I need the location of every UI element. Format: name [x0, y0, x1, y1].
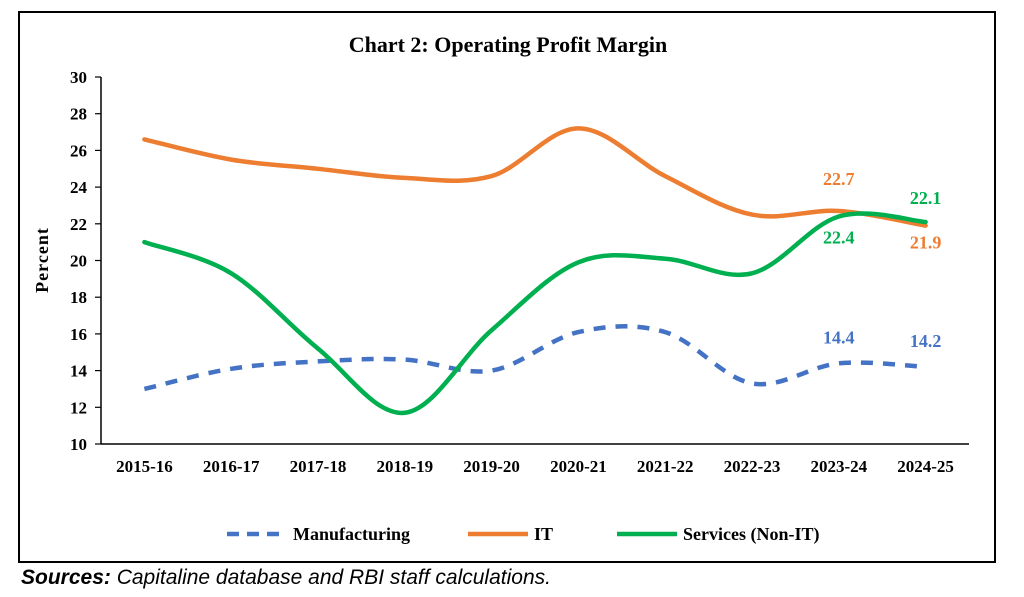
x-tick-label: 2021-22 — [637, 457, 694, 476]
chart-title: Chart 2: Operating Profit Margin — [349, 32, 668, 57]
x-tick-label: 2024-25 — [897, 457, 954, 476]
series-line-it — [142, 126, 928, 228]
series-lines — [142, 126, 928, 416]
x-tick-label: 2018-19 — [376, 457, 433, 476]
x-axis-ticks: 2015-16 2016-17 2017-18 2018-19 2019-20 2020-… — [116, 457, 954, 476]
y-tick-label: 14 — [70, 362, 88, 381]
chart-frame — [18, 11, 996, 563]
y-tick-label: 22 — [70, 215, 87, 234]
y-axis-label: Percent — [32, 227, 52, 293]
y-tick-label: 26 — [70, 141, 87, 160]
y-tick-label: 24 — [70, 178, 88, 197]
y-tick-label: 20 — [70, 252, 87, 271]
y-axis-ticks: 10 12 14 16 18 20 22 24 26 28 30 — [70, 68, 101, 454]
x-tick-label: 2015-16 — [116, 457, 173, 476]
series-line-manufacturing — [143, 324, 926, 392]
data-label-services-non-it: 22.4 — [823, 227, 855, 247]
series-line-services-non-it — [142, 211, 928, 416]
x-tick-label: 2023-24 — [810, 457, 867, 476]
sources-text: Capitaline database and RBI staff calcul… — [110, 566, 551, 589]
legend-label-services-non-it: Services (Non-IT) — [683, 524, 819, 545]
y-tick-label: 28 — [70, 105, 87, 124]
y-tick-label: 18 — [70, 288, 87, 307]
data-label-services-non-it: 22.1 — [910, 188, 942, 208]
data-label-manufacturing: 14.4 — [823, 327, 855, 347]
data-label-it: 22.7 — [823, 169, 855, 189]
legend: Manufacturing IT Services (Non-IT) — [227, 524, 819, 545]
y-tick-label: 12 — [70, 398, 87, 417]
sources-lead: Sources: — [21, 566, 111, 589]
x-tick-label: 2022-23 — [724, 457, 781, 476]
y-tick-label: 16 — [70, 325, 87, 344]
data-labels: 14.4 14.2 22.7 21.9 22.4 22.1 — [823, 169, 941, 351]
axes — [100, 77, 969, 445]
legend-label-manufacturing: Manufacturing — [293, 524, 410, 544]
x-tick-label: 2020-21 — [550, 457, 607, 476]
data-label-manufacturing: 14.2 — [910, 331, 942, 351]
x-tick-label: 2019-20 — [463, 457, 520, 476]
data-label-it: 21.9 — [910, 233, 942, 253]
y-tick-label: 10 — [70, 435, 87, 454]
sources-note: Sources: Capitaline database and RBI sta… — [21, 566, 551, 590]
x-tick-label: 2016-17 — [203, 457, 260, 476]
legend-label-it: IT — [534, 524, 553, 544]
y-tick-label: 30 — [70, 68, 87, 87]
x-tick-label: 2017-18 — [290, 457, 347, 476]
